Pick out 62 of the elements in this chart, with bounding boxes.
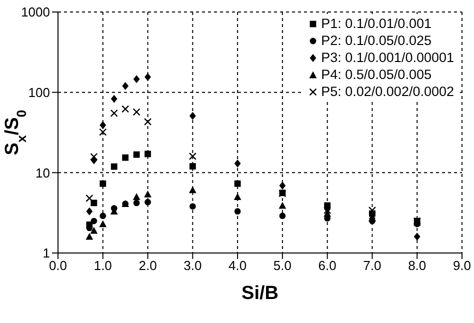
- point: [100, 212, 106, 220]
- point: [122, 154, 129, 161]
- x-tick-label: 0.0: [48, 258, 68, 274]
- y-tick-label: 1000: [21, 4, 50, 20]
- point: [279, 182, 286, 190]
- point: [279, 212, 286, 220]
- point: [90, 218, 98, 224]
- point: [86, 194, 94, 202]
- x-tick-label: 6.0: [318, 258, 336, 274]
- y-tick-label: 100: [28, 84, 50, 100]
- point: [86, 232, 94, 240]
- point: [133, 75, 140, 84]
- point: [100, 121, 106, 130]
- x-tick-label: 1.0: [94, 258, 112, 274]
- x-tick-label: 8.0: [408, 258, 426, 274]
- point: [90, 226, 98, 234]
- point: [144, 118, 152, 126]
- point: [110, 94, 118, 103]
- point: [132, 193, 140, 200]
- point: [90, 200, 98, 206]
- legend-label: P1: 0.1/0.01/0.001: [321, 15, 432, 32]
- x-tick-label: 3.0: [184, 258, 202, 274]
- point: [189, 203, 196, 210]
- x-tick-label: 7.0: [363, 258, 382, 274]
- x-tick-label: 9.0: [452, 258, 472, 274]
- point: [144, 150, 151, 158]
- point: [189, 112, 196, 120]
- point: [234, 180, 241, 187]
- point: [133, 151, 140, 158]
- point: [144, 73, 151, 82]
- legend-label: P4: 0.5/0.05/0.005: [321, 66, 432, 83]
- point: [99, 220, 107, 228]
- point: [414, 232, 420, 241]
- point: [133, 200, 140, 206]
- point: [188, 186, 196, 194]
- point: [368, 206, 376, 214]
- x-tick-label: 5.0: [273, 258, 292, 274]
- x-tick-label: 2.0: [138, 258, 157, 274]
- point: [234, 208, 241, 215]
- point: [144, 198, 151, 206]
- point: [278, 202, 286, 209]
- legend-label: P3: 0.1/0.001/0.00001: [321, 49, 454, 66]
- point: [234, 193, 242, 200]
- point: [122, 82, 129, 90]
- point: [99, 128, 107, 136]
- point: [132, 108, 140, 116]
- legend-label: P5: 0.02/0.002/0.0002: [321, 83, 454, 100]
- point: [86, 207, 93, 216]
- point: [189, 163, 196, 170]
- point: [90, 152, 98, 161]
- y-tick-label: 10: [36, 165, 50, 180]
- point: [144, 190, 152, 198]
- legend-label: P2: 0.1/0.05/0.025: [321, 32, 432, 49]
- y-tick-label: 1: [42, 246, 50, 261]
- point: [188, 152, 196, 160]
- point: [122, 105, 130, 113]
- point: [100, 180, 106, 187]
- x-axis-title: Si/B: [242, 283, 278, 304]
- point: [110, 163, 118, 170]
- point: [110, 109, 118, 117]
- x-tick-label: 4.0: [228, 258, 247, 274]
- point: [234, 160, 241, 168]
